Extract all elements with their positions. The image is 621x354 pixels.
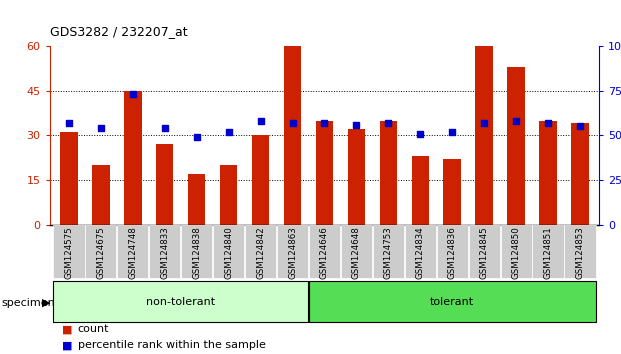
Bar (60, 132, 78, 225)
Point (415, 131, 425, 136)
Text: GSM124851: GSM124851 (543, 227, 553, 279)
Point (96, 125, 106, 131)
Bar (379, 120, 397, 225)
Bar (220, 165, 237, 225)
Point (447, 129, 457, 135)
Bar (341, 225, 372, 278)
Text: GSM124575: GSM124575 (65, 227, 73, 279)
Point (256, 118, 266, 124)
Point (575, 124, 585, 129)
Bar (405, 225, 436, 278)
Bar (532, 225, 564, 278)
Text: GSM124753: GSM124753 (384, 227, 393, 279)
Bar (213, 225, 244, 278)
Bar (501, 225, 532, 278)
Bar (443, 159, 461, 225)
Text: GSM124850: GSM124850 (512, 227, 520, 279)
Bar (348, 130, 365, 225)
Bar (315, 120, 333, 225)
Bar (412, 156, 429, 225)
Point (160, 125, 170, 131)
Point (192, 135, 202, 140)
Bar (117, 225, 148, 278)
Text: GSM124834: GSM124834 (416, 227, 425, 279)
Bar (245, 225, 276, 278)
Bar (437, 225, 468, 278)
Text: GSM124842: GSM124842 (256, 227, 265, 279)
Bar (507, 67, 525, 225)
Bar (85, 225, 117, 278)
Bar (156, 144, 173, 225)
Point (383, 120, 393, 126)
Bar (284, 46, 301, 225)
Point (224, 129, 233, 135)
Point (288, 120, 297, 126)
Text: GSM124838: GSM124838 (192, 227, 201, 279)
Text: ■: ■ (62, 340, 73, 350)
Bar (564, 225, 596, 278)
Bar (540, 120, 557, 225)
Text: GSM124833: GSM124833 (160, 227, 169, 279)
Text: count: count (78, 324, 109, 334)
Bar (53, 225, 84, 278)
Point (128, 91, 138, 97)
Text: GSM124836: GSM124836 (448, 227, 457, 279)
Point (511, 118, 521, 124)
Point (479, 120, 489, 126)
Bar (53, 281, 308, 322)
Bar (373, 225, 404, 278)
Text: GSM124863: GSM124863 (288, 227, 297, 279)
Text: non-tolerant: non-tolerant (146, 297, 215, 307)
Bar (252, 135, 270, 225)
Bar (571, 124, 589, 225)
Bar (277, 225, 308, 278)
Text: GSM124840: GSM124840 (224, 227, 233, 279)
Text: percentile rank within the sample: percentile rank within the sample (78, 340, 266, 350)
Point (351, 122, 361, 127)
Text: GSM124845: GSM124845 (480, 227, 489, 279)
Text: GSM124646: GSM124646 (320, 227, 329, 279)
Text: GSM124853: GSM124853 (576, 227, 584, 279)
Bar (469, 225, 500, 278)
Text: tolerant: tolerant (430, 297, 474, 307)
Bar (188, 174, 206, 225)
Text: GSM124748: GSM124748 (129, 227, 137, 279)
Text: specimen: specimen (1, 298, 55, 308)
Point (543, 120, 553, 126)
Bar (124, 91, 142, 225)
Text: GSM124675: GSM124675 (96, 227, 106, 279)
Bar (476, 46, 493, 225)
Bar (181, 225, 212, 278)
Point (64, 120, 74, 126)
Bar (309, 281, 596, 322)
Text: ▶: ▶ (42, 298, 50, 308)
Point (319, 120, 329, 126)
Bar (92, 165, 109, 225)
Bar (149, 225, 180, 278)
Text: ■: ■ (62, 324, 73, 334)
Text: GSM124648: GSM124648 (352, 227, 361, 279)
Bar (309, 225, 340, 278)
Text: GDS3282 / 232207_at: GDS3282 / 232207_at (50, 25, 188, 38)
